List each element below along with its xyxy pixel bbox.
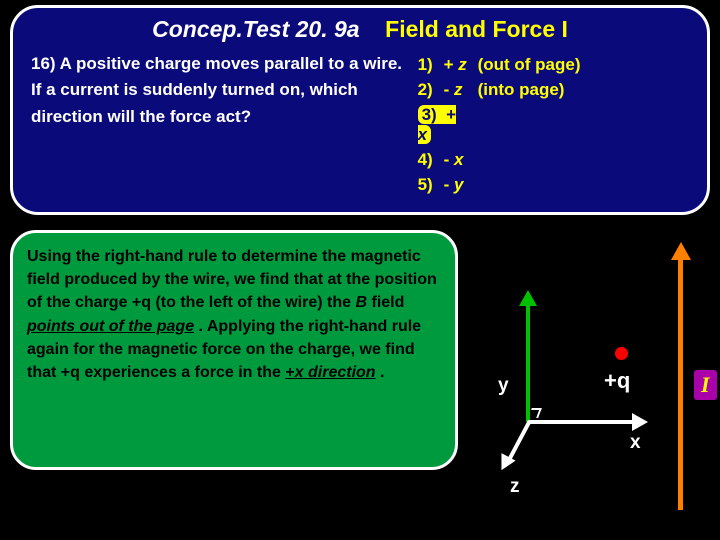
x-axis-label: x [630, 432, 641, 454]
option-number: 2) [414, 79, 440, 101]
current-wire-line [678, 255, 683, 510]
x-axis-arrow-icon [632, 413, 648, 431]
option-number: 3) + x [414, 104, 474, 146]
option-number: 1) [414, 54, 440, 76]
header-panel: Concep.Test 20. 9a Field and Force I 16)… [10, 5, 710, 215]
slide-title: Concep.Test 20. 9a Field and Force I [31, 16, 689, 43]
option-number: 4) [414, 149, 440, 171]
y-axis-label: y [498, 375, 509, 397]
explanation-panel: Using the right-hand rule to determine t… [10, 230, 458, 470]
option-symbol: - x [440, 149, 474, 171]
question-text: 16) A positive charge moves parallel to … [31, 51, 414, 199]
origin-right-angle-icon [528, 408, 542, 418]
charge-label: +q [604, 368, 630, 394]
x-axis-line [528, 420, 636, 424]
y-axis-line [526, 300, 530, 422]
option-row: 4)- x [414, 149, 585, 171]
z-axis-label: z [510, 476, 520, 498]
answer-options: 1)+ z(out of page)2)- z(into page)3) + x… [414, 51, 689, 199]
current-label: I [694, 370, 717, 400]
option-symbol: + z [440, 54, 474, 76]
explain-underline-2: +x direction [285, 364, 375, 381]
option-paren [474, 149, 585, 171]
title-prefix: Concep.Test 20. 9a [152, 16, 360, 42]
explain-B: B [355, 294, 367, 311]
option-paren [474, 104, 585, 146]
option-paren [474, 174, 585, 196]
option-paren: (out of page) [474, 54, 585, 76]
current-arrow-icon [671, 242, 691, 260]
option-number: 5) [414, 174, 440, 196]
title-topic: Field and Force I [385, 16, 568, 42]
coordinate-diagram: y x z +q [470, 280, 660, 510]
option-paren: (into page) [474, 79, 585, 101]
explain-underline-1: points out of the page [27, 318, 194, 335]
option-row: 1)+ z(out of page) [414, 54, 585, 76]
option-row: 3) + x [414, 104, 585, 146]
option-symbol: - z [440, 79, 474, 101]
y-axis-arrow-icon [519, 290, 537, 306]
option-row: 2)- z(into page) [414, 79, 585, 101]
option-row: 5)- y [414, 174, 585, 196]
option-symbol: - y [440, 174, 474, 196]
charge-dot-icon [615, 347, 628, 360]
